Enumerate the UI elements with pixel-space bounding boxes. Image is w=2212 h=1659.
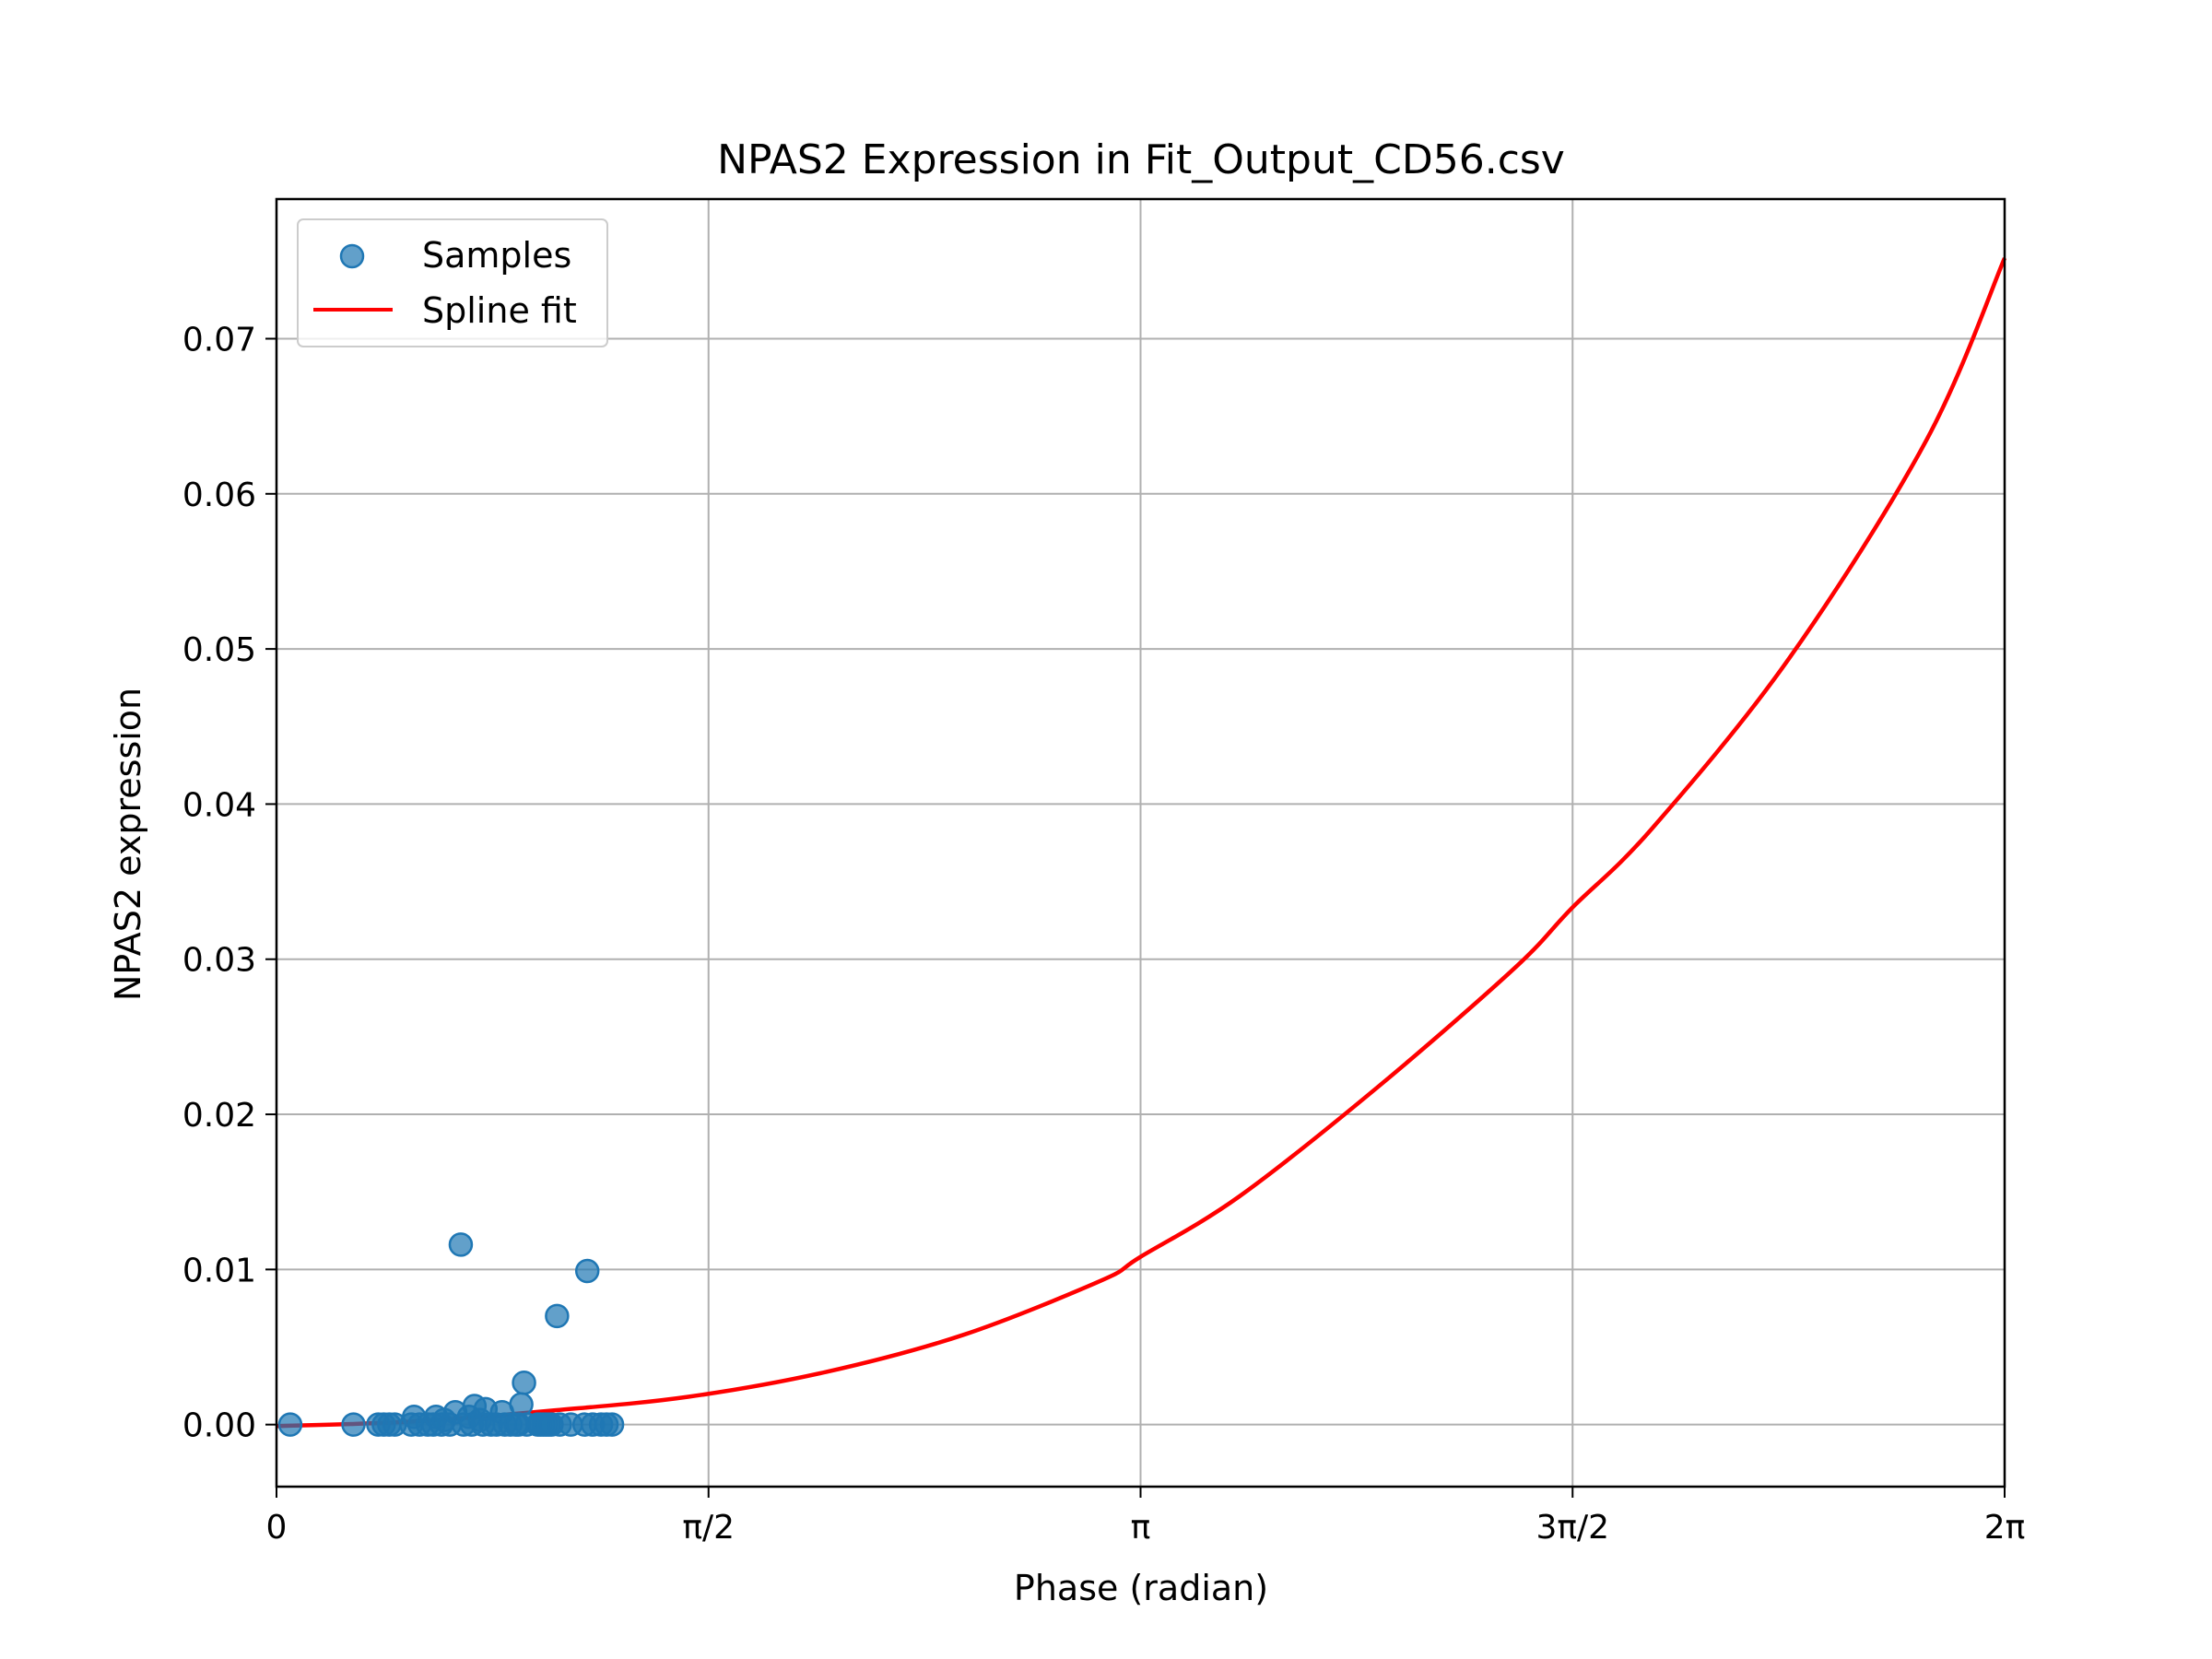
sample-point	[448, 1232, 474, 1257]
sample-point	[277, 1412, 303, 1437]
x-axis-label: Phase (radian)	[1014, 1568, 1268, 1608]
x-tick-label: 0	[266, 1509, 288, 1547]
y-tick-label: 0.06	[182, 477, 256, 514]
x-axis-ticks: 0 π/2 π 3π/2 2π	[266, 1487, 2026, 1547]
y-axis-label: NPAS2 expression	[108, 688, 148, 1001]
y-tick-label: 0.04	[182, 786, 256, 824]
sample-point	[574, 1258, 600, 1284]
y-tick-label: 0.03	[182, 942, 256, 980]
legend: Samples Spline fit	[297, 218, 608, 347]
chart-title: NPAS2 Expression in Fit_Output_CD56.csv	[717, 136, 1565, 183]
y-tick-label: 0.05	[182, 631, 256, 669]
x-tick-label: 3π/2	[1535, 1509, 1609, 1547]
y-axis-ticks: 0.00 0.01 0.02 0.03 0.04 0.05 0.06 0.07	[182, 321, 276, 1445]
y-tick-label: 0.01	[182, 1252, 256, 1289]
samples-layer	[277, 1232, 625, 1437]
y-tick-label: 0.02	[182, 1097, 256, 1135]
sample-point	[512, 1370, 536, 1395]
x-tick-label: 2π	[1984, 1509, 2026, 1547]
spline-fit-layer	[276, 257, 2007, 1429]
y-tick-label: 0.00	[182, 1407, 256, 1445]
legend-samples-marker	[339, 243, 365, 269]
legend-samples-label: Samples	[422, 235, 571, 276]
x-tick-label: π	[1131, 1509, 1151, 1547]
y-tick-label: 0.07	[182, 321, 256, 359]
legend-spline-label: Spline fit	[422, 290, 577, 331]
sample-point	[545, 1303, 570, 1329]
spline-fit-line	[276, 257, 2007, 1429]
legend-box	[297, 218, 608, 347]
x-tick-label: π/2	[682, 1509, 735, 1547]
sample-point	[509, 1392, 534, 1418]
sample-point	[599, 1412, 625, 1437]
sample-point	[341, 1412, 366, 1437]
